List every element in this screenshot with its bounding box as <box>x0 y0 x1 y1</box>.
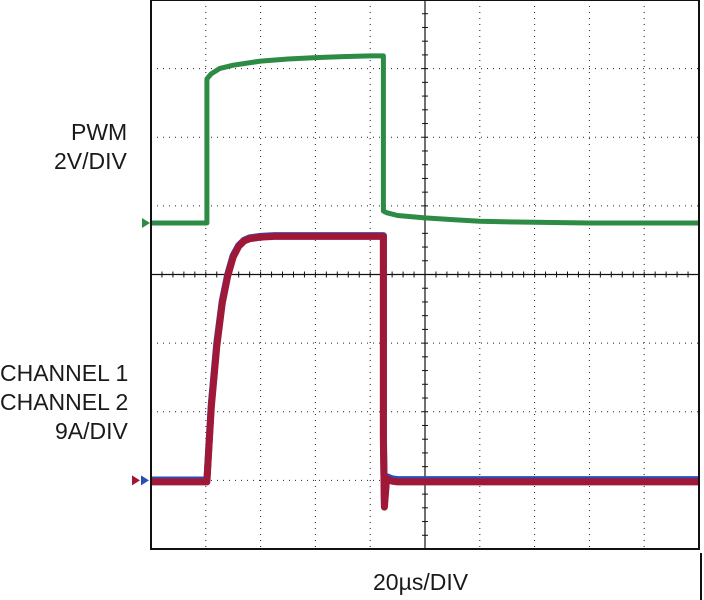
pwm-trace <box>151 53 699 226</box>
channel2-ground-marker <box>132 475 140 486</box>
channel2-label: CHANNEL 2 <box>0 389 129 415</box>
channel2-trace <box>151 232 699 511</box>
grid <box>151 0 699 549</box>
channel1-label: CHANNEL 1 <box>0 360 129 386</box>
pwm-ground-marker <box>142 218 150 229</box>
bottom-right-edge <box>519 553 704 600</box>
ground-markers <box>132 218 150 486</box>
traces <box>151 53 699 511</box>
channel1-ground-marker <box>141 475 149 486</box>
time-scale-label: 20µs/DIV <box>373 569 469 595</box>
plot-frame <box>150 0 700 550</box>
current-scale-label: 9A/DIV <box>55 418 128 444</box>
pwm-label: PWM <box>71 119 128 145</box>
pwm-scale-label: 2V/DIV <box>54 148 127 174</box>
